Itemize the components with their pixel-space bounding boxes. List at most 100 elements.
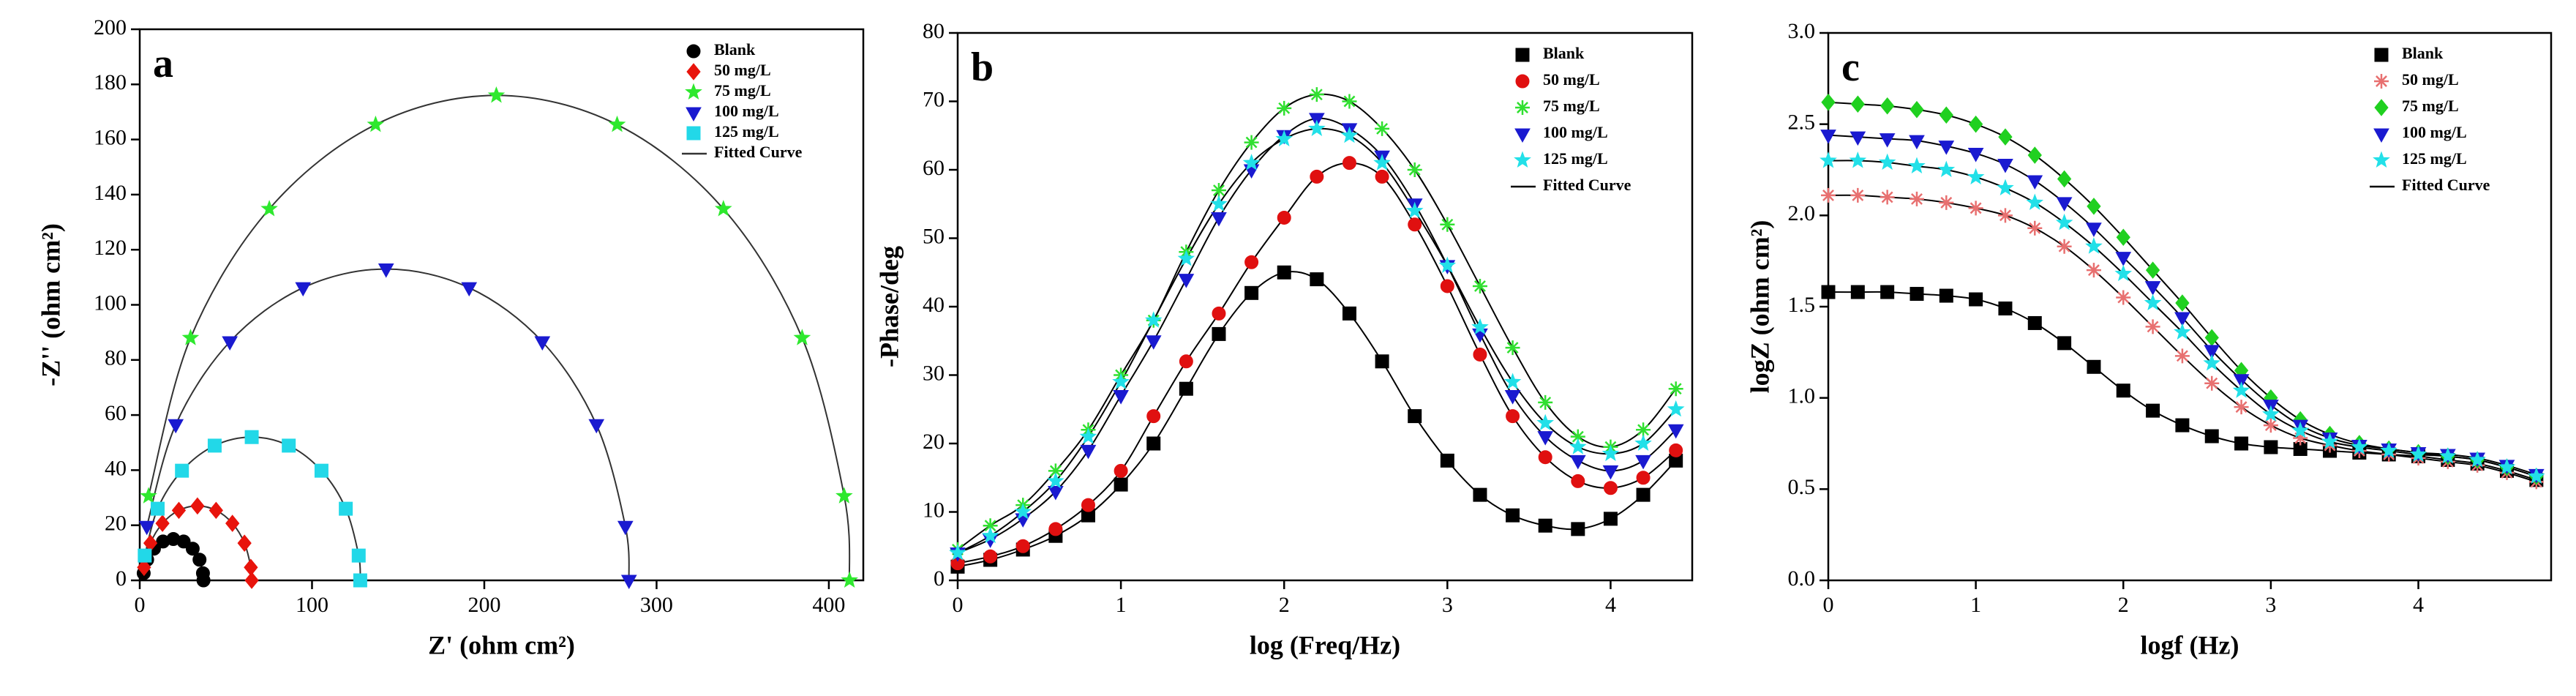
marker	[2114, 264, 2133, 282]
marker	[2291, 422, 2310, 438]
x-axis-label: Z' (ohm cm²)	[428, 630, 575, 659]
plot-frame	[1827, 31, 2553, 582]
marker	[378, 263, 394, 278]
legend-marker	[2374, 99, 2389, 116]
marker	[181, 329, 200, 345]
marker	[1968, 201, 1983, 216]
marker	[1997, 179, 2014, 195]
marker	[1668, 381, 1683, 397]
marker	[1340, 126, 1359, 143]
marker	[1244, 135, 1259, 150]
marker	[339, 501, 353, 516]
marker	[140, 487, 157, 504]
marker	[714, 200, 732, 217]
fitted-curve	[146, 268, 630, 581]
x-tick-label: 1	[1970, 593, 1981, 617]
legend-marker	[685, 83, 702, 100]
marker	[2174, 348, 2190, 364]
marker	[1967, 168, 1985, 185]
marker	[353, 573, 367, 588]
marker	[171, 501, 187, 520]
marker	[1909, 135, 1925, 150]
marker	[1471, 318, 1489, 335]
marker	[1375, 169, 1389, 184]
marker	[1277, 100, 1292, 116]
y-tick-label: 3.0	[1788, 19, 1816, 43]
x-tick-label: 400	[812, 593, 845, 617]
y-axis-label: -Z'' (ohm cm²)	[36, 223, 65, 386]
y-tick-label: 20	[105, 512, 127, 536]
marker	[2409, 445, 2427, 463]
legend-marker	[2373, 128, 2389, 143]
marker	[1277, 265, 1291, 280]
marker	[2234, 400, 2249, 415]
marker	[1603, 512, 1618, 526]
marker	[487, 86, 506, 103]
legend-label: 75 mg/L	[2402, 97, 2459, 115]
x-tick-label: 1	[1116, 593, 1127, 617]
legend-marker	[686, 44, 701, 59]
marker	[1538, 394, 1553, 410]
marker	[2351, 438, 2368, 455]
fitted-curve	[957, 162, 1677, 564]
y-tick-label: 70	[923, 87, 945, 111]
legend-marker	[686, 107, 702, 122]
marker	[1504, 390, 1521, 405]
marker	[841, 571, 858, 588]
marker	[1878, 153, 1896, 171]
marker	[209, 501, 223, 520]
marker	[2086, 263, 2101, 278]
y-tick-label: 1.5	[1788, 293, 1816, 317]
legend-marker	[2374, 74, 2389, 89]
marker	[1048, 463, 1063, 479]
legend-label: 50 mg/L	[1543, 70, 1600, 89]
marker	[2262, 405, 2280, 422]
marker	[2057, 239, 2072, 254]
marker	[2263, 418, 2278, 433]
marker	[1277, 210, 1291, 225]
legend-label: 100 mg/L	[714, 102, 779, 120]
marker	[1820, 151, 1837, 168]
marker	[1850, 187, 1866, 203]
marker	[1472, 278, 1487, 293]
marker	[1242, 154, 1261, 171]
panel-letter: a	[153, 41, 173, 86]
marker	[2146, 403, 2160, 418]
marker	[2439, 447, 2457, 464]
marker	[2056, 197, 2073, 212]
marker	[225, 514, 240, 532]
marker	[949, 544, 966, 561]
marker	[1634, 434, 1652, 452]
marker	[2498, 457, 2516, 475]
marker	[1310, 169, 1324, 184]
marker	[1506, 508, 1520, 523]
marker	[2528, 467, 2545, 484]
marker	[1880, 97, 1895, 115]
y-axis-label: logZ (ohm cm²)	[1745, 220, 1774, 394]
marker	[244, 430, 259, 444]
legend-marker	[1515, 48, 1530, 62]
marker	[207, 438, 222, 453]
marker	[1968, 115, 1983, 133]
marker	[1048, 522, 1063, 536]
marker	[1275, 130, 1293, 146]
marker	[1667, 424, 1684, 439]
marker	[1440, 279, 1454, 293]
y-tick-label: 60	[923, 156, 945, 180]
marker	[1114, 477, 1128, 492]
marker	[1473, 487, 1487, 502]
marker	[1909, 191, 1924, 206]
legend-marker	[1515, 74, 1530, 89]
marker	[1211, 183, 1226, 198]
marker	[1538, 450, 1552, 465]
marker	[1048, 485, 1064, 501]
marker	[2321, 433, 2339, 449]
marker	[1080, 444, 1097, 460]
legend-marker	[1514, 128, 1531, 143]
y-tick-label: 0	[934, 566, 945, 591]
y-tick-label: 180	[94, 70, 127, 94]
marker	[1146, 436, 1161, 451]
marker	[620, 575, 637, 590]
marker	[1997, 208, 2013, 223]
